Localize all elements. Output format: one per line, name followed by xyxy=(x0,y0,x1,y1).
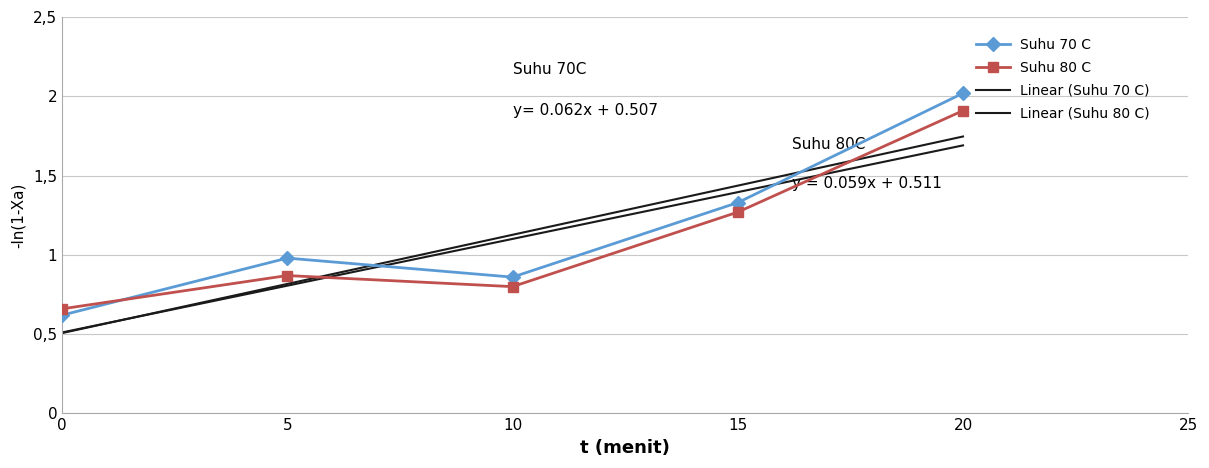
Text: y= 0.062x + 0.507: y= 0.062x + 0.507 xyxy=(513,102,658,118)
Legend: Suhu 70 C, Suhu 80 C, Linear (Suhu 70 C), Linear (Suhu 80 C): Suhu 70 C, Suhu 80 C, Linear (Suhu 70 C)… xyxy=(970,32,1155,126)
Text: Suhu 80C: Suhu 80C xyxy=(792,137,866,152)
Text: y = 0.059x + 0.511: y = 0.059x + 0.511 xyxy=(792,176,942,190)
Y-axis label: -ln(1-Xa): -ln(1-Xa) xyxy=(11,183,27,248)
X-axis label: t (menit): t (menit) xyxy=(580,439,670,457)
Text: Suhu 70C: Suhu 70C xyxy=(513,62,586,77)
